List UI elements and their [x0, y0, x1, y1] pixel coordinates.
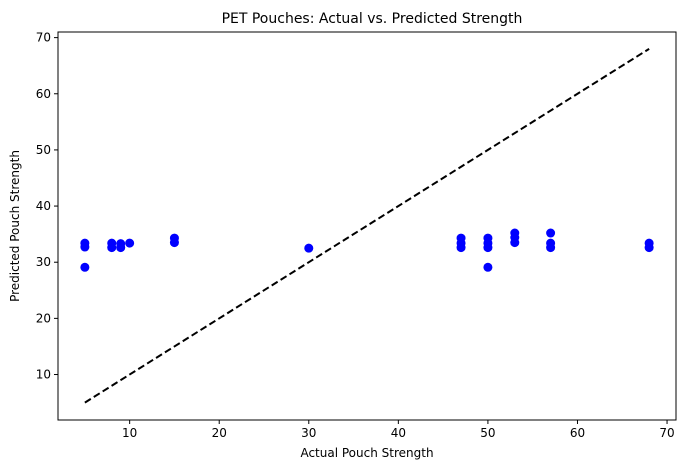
y-tick-label: 50 [36, 143, 51, 157]
data-point-4 [107, 243, 117, 253]
y-tick-label: 30 [36, 255, 51, 269]
chart-title: PET Pouches: Actual vs. Predicted Streng… [222, 11, 523, 27]
data-point-25 [644, 243, 654, 253]
y-axis-label: Predicted Pouch Strength [8, 150, 22, 302]
y-tick-label: 40 [36, 199, 51, 213]
y-tick-label: 60 [36, 87, 51, 101]
data-point-13 [456, 243, 466, 253]
x-tick-label: 60 [570, 426, 585, 440]
data-point-2 [80, 262, 90, 272]
x-tick-label: 20 [212, 426, 227, 440]
data-point-20 [510, 238, 520, 248]
y-tick-label: 70 [36, 31, 51, 45]
reference-line [84, 47, 650, 404]
data-point-6 [116, 243, 126, 253]
data-point-21 [546, 228, 556, 238]
data-point-7 [125, 238, 135, 248]
data-point-23 [546, 243, 556, 253]
x-tick-label: 50 [480, 426, 495, 440]
y-tick-label: 10 [36, 368, 51, 382]
x-axis-label: Actual Pouch Strength [300, 446, 433, 460]
x-tick-label: 10 [122, 426, 137, 440]
y-tick-label: 20 [36, 311, 51, 325]
data-point-9 [169, 238, 179, 248]
data-point-16 [483, 243, 493, 253]
data-point-1 [80, 242, 90, 252]
plot-frame [57, 31, 677, 421]
x-tick-label: 30 [301, 426, 316, 440]
x-tick-label: 70 [659, 426, 674, 440]
x-tick-label: 40 [391, 426, 406, 440]
data-point-17 [483, 262, 493, 272]
data-point-10 [304, 243, 314, 253]
